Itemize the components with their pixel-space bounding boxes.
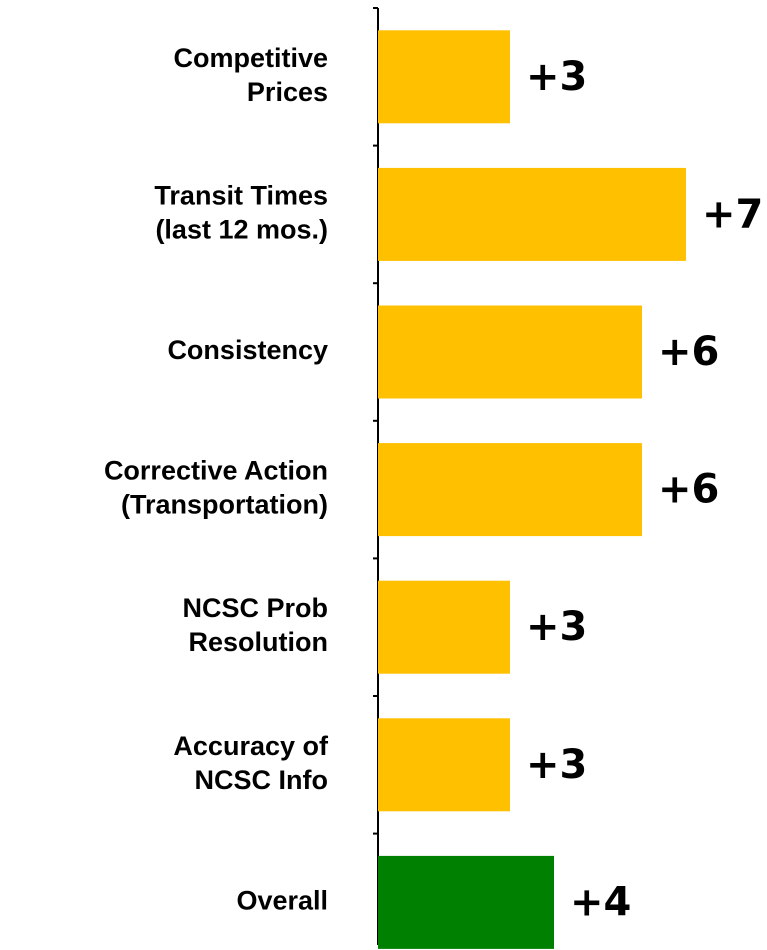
bar	[378, 443, 642, 537]
value-label: +3	[526, 742, 587, 788]
category-line: Corrective Action	[104, 456, 328, 486]
bar	[378, 718, 510, 812]
value-label: +4	[570, 879, 631, 925]
bar	[378, 30, 510, 124]
category-line: Transit Times	[154, 181, 328, 211]
value-label: +3	[526, 604, 587, 650]
category-line: (last 12 mos.)	[155, 215, 328, 245]
category-label: Corrective Action (Transportation)	[104, 456, 328, 520]
bar	[378, 167, 686, 261]
category-line: NCSC Info	[195, 765, 328, 795]
value-label: +6	[658, 467, 719, 513]
value-label: +3	[526, 54, 587, 100]
value-label: +7	[702, 191, 763, 237]
category-label: Consistency	[167, 335, 328, 365]
category-line: Overall	[236, 886, 328, 916]
bar	[378, 580, 510, 674]
category-label: Accuracy of NCSC Info	[173, 731, 329, 795]
category-label: Competitive Prices	[173, 43, 328, 107]
category-label: NCSC Prob Resolution	[182, 593, 328, 657]
value-label: +6	[658, 329, 719, 375]
category-line: Prices	[247, 77, 328, 107]
bar	[378, 855, 554, 949]
category-label: Transit Times (last 12 mos.)	[154, 181, 328, 245]
category-line: Consistency	[167, 335, 328, 365]
bar	[378, 305, 642, 399]
category-line: (Transportation)	[121, 490, 328, 520]
category-line: NCSC Prob	[182, 593, 328, 623]
category-line: Accuracy of	[173, 731, 329, 761]
category-line: Resolution	[189, 627, 329, 657]
category-line: Competitive	[173, 43, 328, 73]
category-label: Overall	[236, 886, 328, 916]
